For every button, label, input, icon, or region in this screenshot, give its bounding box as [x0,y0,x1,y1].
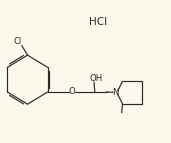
Text: Cl: Cl [14,37,22,46]
Text: OH: OH [90,74,103,83]
Text: O: O [69,87,76,96]
Text: N: N [112,88,119,97]
Text: HCl: HCl [89,17,108,27]
